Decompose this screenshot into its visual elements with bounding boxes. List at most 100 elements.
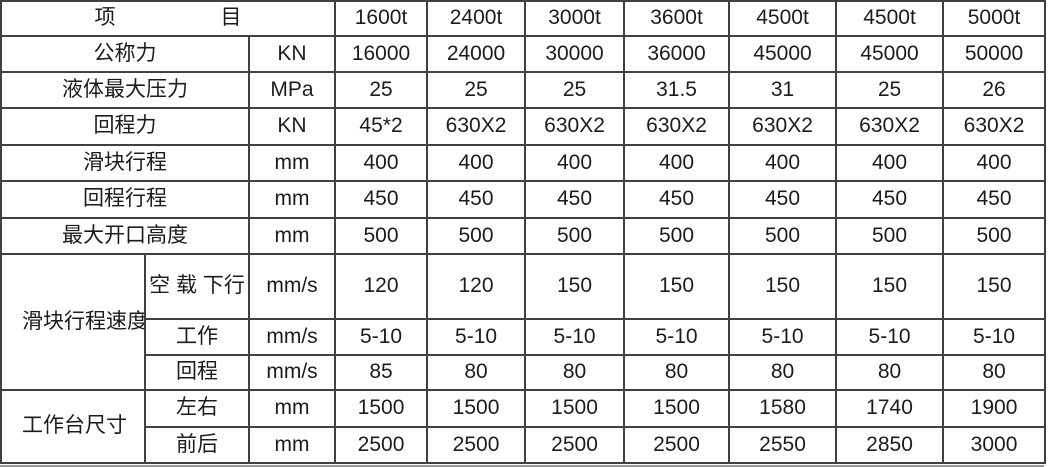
group-label-slider-speed: 滑块行程速度 <box>0 253 146 391</box>
table-cell: 150 <box>728 253 838 320</box>
table-cell: 150 <box>942 253 1047 320</box>
row-unit: mm/s <box>247 253 337 320</box>
table-cell: 400 <box>623 144 731 182</box>
table-row: 滑块行程 mm 400 400 400 400 400 400 400 <box>0 144 1047 182</box>
row-unit: mm <box>247 180 337 219</box>
table-cell: 36000 <box>623 35 731 73</box>
sub-row-label: 空 载 下行 <box>144 253 250 320</box>
column-header-4500t-a: 4500t <box>728 0 838 37</box>
table-cell: 400 <box>942 144 1047 182</box>
table-cell: 3000 <box>942 426 1047 464</box>
sub-row-label: 工作 <box>144 318 250 356</box>
row-label: 回程行程 <box>0 180 250 219</box>
row-unit: mm <box>247 217 337 255</box>
table-cell: 80 <box>942 354 1047 391</box>
table-cell: 500 <box>835 217 945 255</box>
table-cell: 630X2 <box>623 107 731 146</box>
table-cell: 1500 <box>334 389 429 428</box>
group-label-worktable-size: 工作台尺寸 <box>0 389 146 464</box>
table-cell: 80 <box>524 354 626 391</box>
row-label: 公称力 <box>0 35 250 73</box>
row-label: 回程力 <box>0 107 250 146</box>
table-cell: 400 <box>728 144 838 182</box>
column-header-3000t: 3000t <box>524 0 626 37</box>
table-cell: 500 <box>334 217 429 255</box>
table-cell: 450 <box>426 180 527 219</box>
row-unit: mm/s <box>247 318 337 356</box>
table-cell: 450 <box>728 180 838 219</box>
column-header-2400t: 2400t <box>426 0 527 37</box>
table-cell: 450 <box>334 180 429 219</box>
table-cell: 150 <box>835 253 945 320</box>
sub-row-label: 前后 <box>144 426 250 464</box>
table-cell: 150 <box>524 253 626 320</box>
table-cell: 5-10 <box>728 318 838 356</box>
table-cell: 2500 <box>334 426 429 464</box>
table-cell: 2550 <box>728 426 838 464</box>
sub-row-label: 回程 <box>144 354 250 391</box>
table-cell: 400 <box>524 144 626 182</box>
table-cell: 630X2 <box>942 107 1047 146</box>
column-header-3600t: 3600t <box>623 0 731 37</box>
table-cell: 1900 <box>942 389 1047 428</box>
item-header-cell: 项 目 <box>0 0 337 37</box>
header-row: 项 目 1600t 2400t 3000t 3600t 4500t 4500t … <box>0 0 1047 37</box>
table-cell: 80 <box>728 354 838 391</box>
table-cell: 400 <box>426 144 527 182</box>
row-unit: mm/s <box>247 354 337 391</box>
sub-row-label: 左右 <box>144 389 250 428</box>
row-unit: KN <box>247 35 337 73</box>
table-cell: 630X2 <box>835 107 945 146</box>
table-cell: 24000 <box>426 35 527 73</box>
table-row: 回程力 KN 45*2 630X2 630X2 630X2 630X2 630X… <box>0 107 1047 146</box>
table-cell: 5-10 <box>524 318 626 356</box>
table-cell: 45000 <box>835 35 945 73</box>
table-cell: 450 <box>835 180 945 219</box>
table-cell: 500 <box>623 217 731 255</box>
table-cell: 630X2 <box>728 107 838 146</box>
table-cell: 450 <box>524 180 626 219</box>
table-cell: 25 <box>426 71 527 109</box>
table-cell: 16000 <box>334 35 429 73</box>
table-cell: 2500 <box>623 426 731 464</box>
table-cell: 500 <box>524 217 626 255</box>
row-unit: mm <box>247 426 337 464</box>
table-cell: 45000 <box>728 35 838 73</box>
row-label: 滑块行程 <box>0 144 250 182</box>
table-cell: 2500 <box>426 426 527 464</box>
table-cell: 500 <box>728 217 838 255</box>
table-cell: 1500 <box>524 389 626 428</box>
table-cell: 1500 <box>426 389 527 428</box>
table-row: 最大开口高度 mm 500 500 500 500 500 500 500 <box>0 217 1047 255</box>
table-cell: 500 <box>942 217 1047 255</box>
table-cell: 1740 <box>835 389 945 428</box>
table-cell: 5-10 <box>623 318 731 356</box>
table-cell: 5-10 <box>334 318 429 356</box>
table-cell: 31.5 <box>623 71 731 109</box>
table-cell: 45*2 <box>334 107 429 146</box>
table-cell: 2850 <box>835 426 945 464</box>
table-row: 滑块行程速度 空 载 下行 mm/s 120 120 150 150 150 1… <box>0 253 1047 391</box>
table-row: 工作台尺寸 左右 mm 1500 1500 1500 1500 1580 174… <box>0 389 1047 464</box>
table-cell: 25 <box>524 71 626 109</box>
column-header-5000t: 5000t <box>942 0 1047 37</box>
cutoff-next-row-line <box>0 465 1044 467</box>
table-row: 工作 mm/s 5-10 5-10 5-10 5-10 5-10 5-10 5-… <box>1 318 1047 356</box>
table-cell: 630X2 <box>524 107 626 146</box>
table-cell: 26 <box>942 71 1047 109</box>
table-row: 前后 mm 2500 2500 2500 2500 2550 2850 3000 <box>1 426 1047 464</box>
table-cell: 80 <box>426 354 527 391</box>
table-cell: 2500 <box>524 426 626 464</box>
table-cell: 80 <box>835 354 945 391</box>
row-unit: KN <box>247 107 337 146</box>
table-cell: 450 <box>623 180 731 219</box>
table-cell: 5-10 <box>942 318 1047 356</box>
table-cell: 5-10 <box>426 318 527 356</box>
row-label: 最大开口高度 <box>0 217 250 255</box>
table-cell: 25 <box>835 71 945 109</box>
table-cell: 400 <box>334 144 429 182</box>
table-cell: 85 <box>334 354 429 391</box>
column-header-1600t: 1600t <box>334 0 429 37</box>
table-row: 公称力 KN 16000 24000 30000 36000 45000 450… <box>0 35 1047 73</box>
